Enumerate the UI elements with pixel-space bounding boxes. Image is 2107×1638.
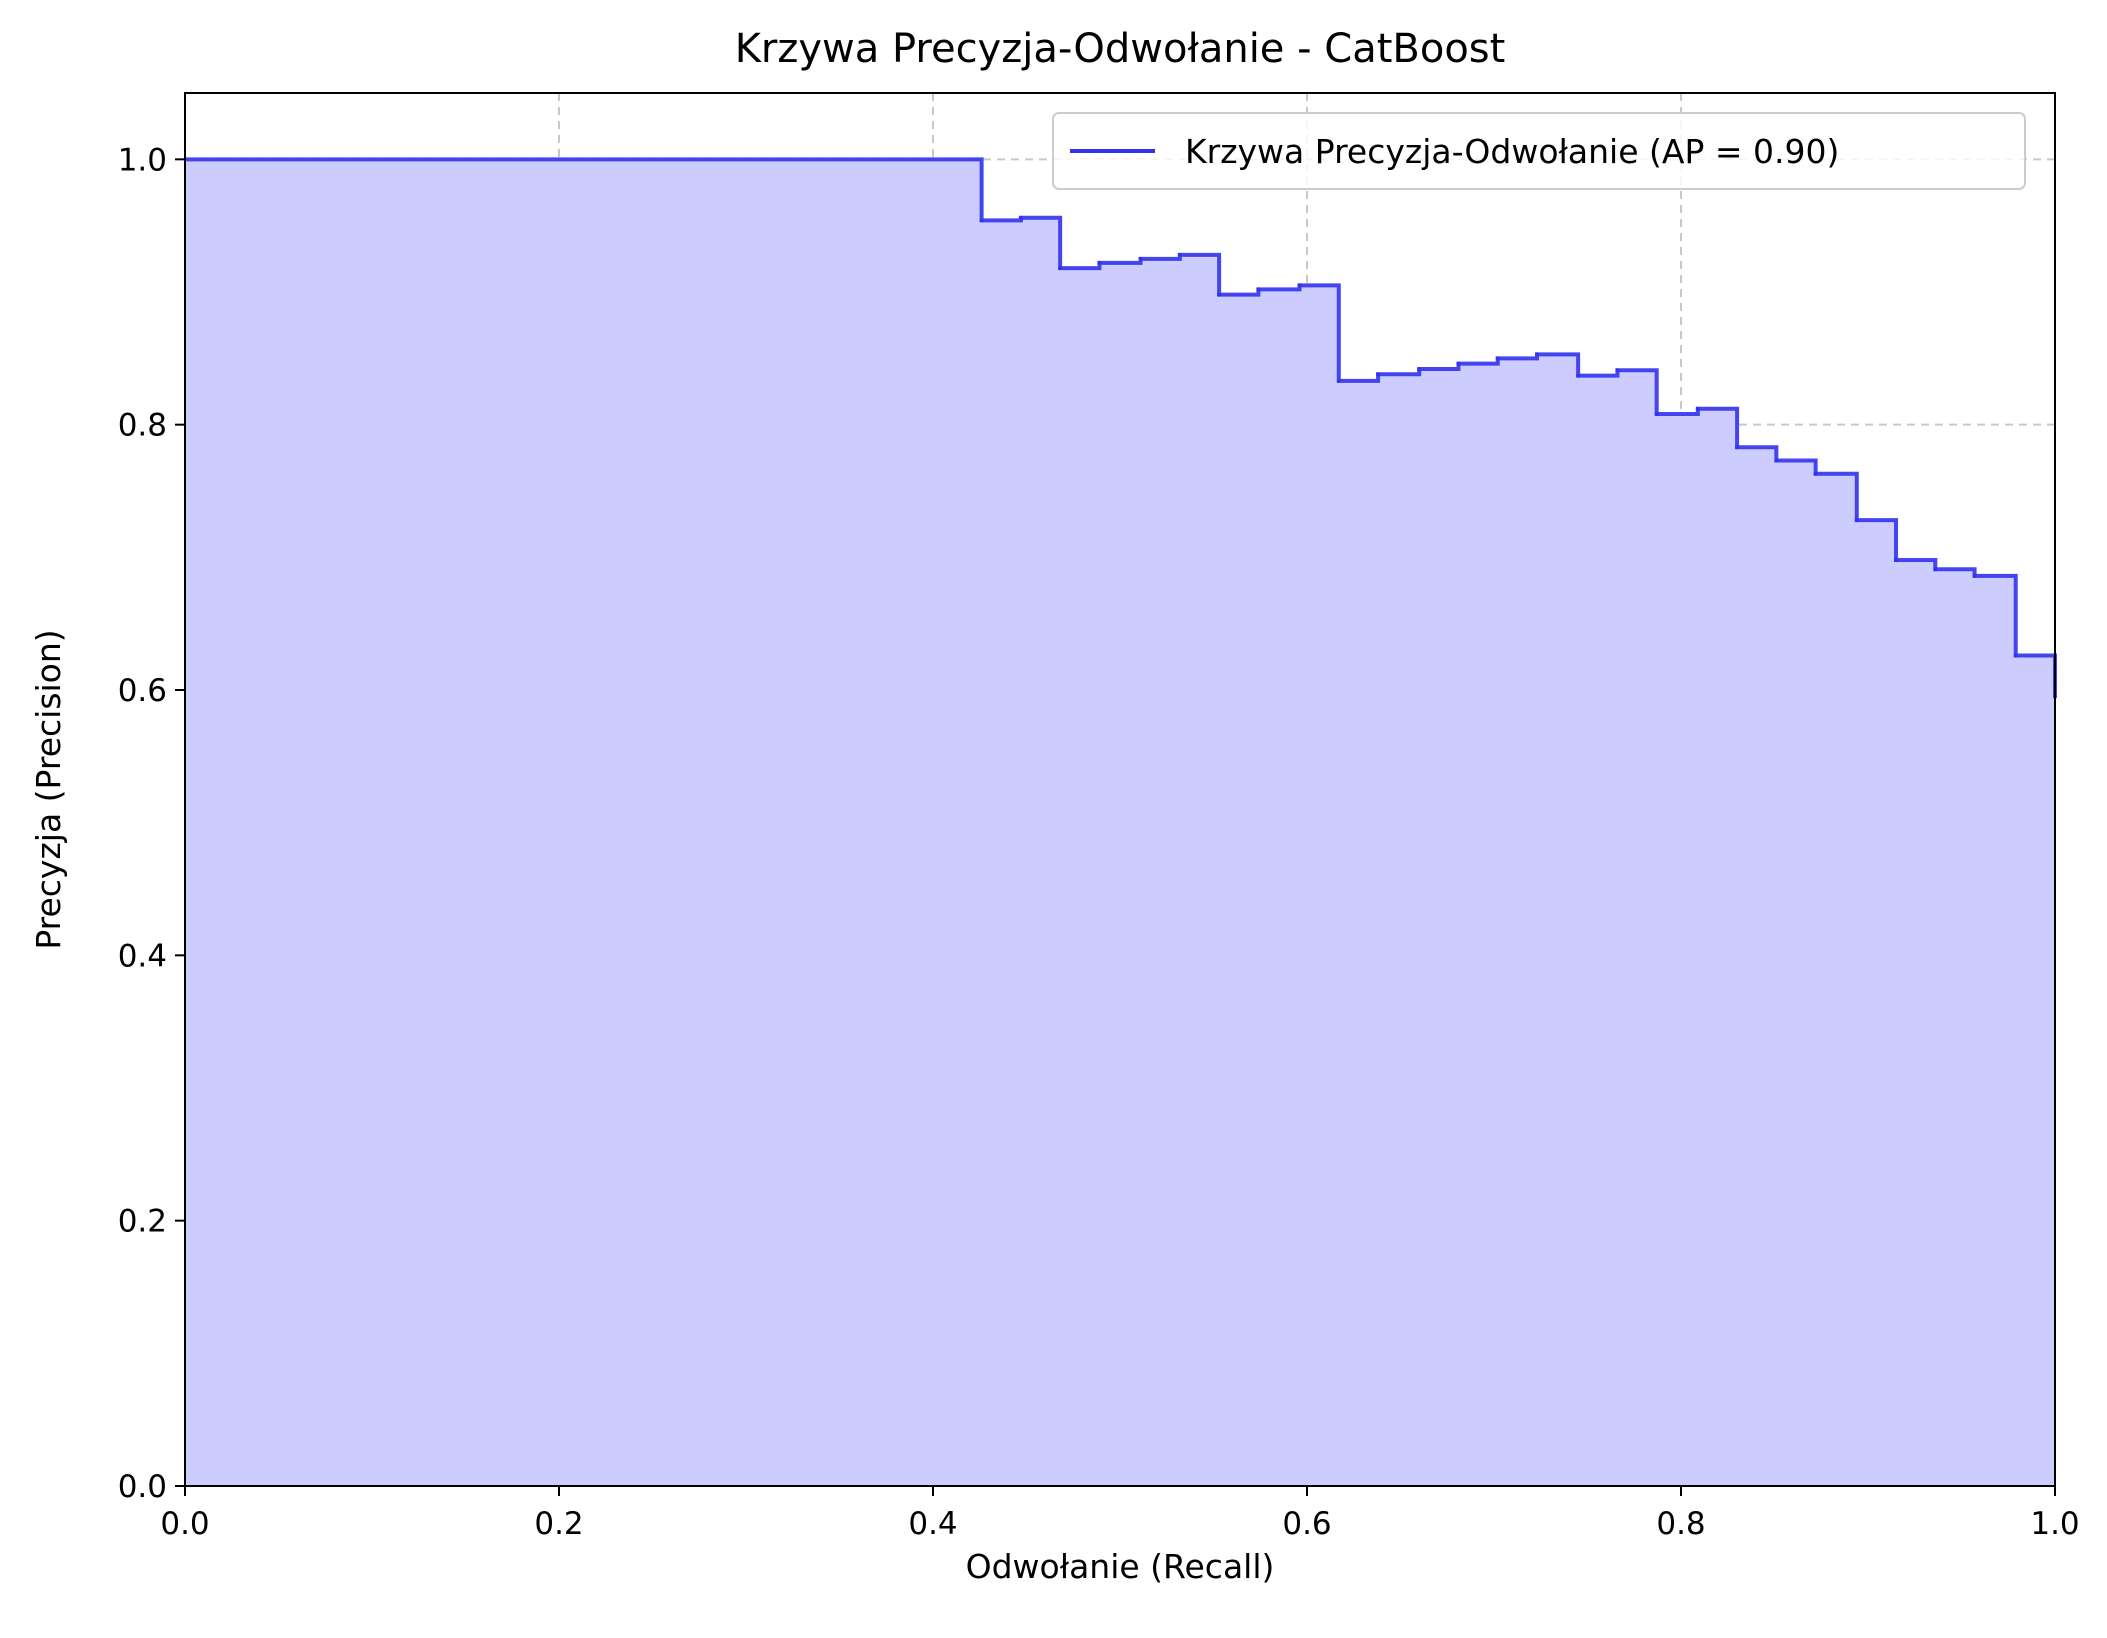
pr-point — [1456, 361, 1461, 366]
pr-point — [1576, 373, 1581, 378]
pr-point — [1894, 557, 1899, 562]
pr-point — [1138, 256, 1143, 261]
x-tick-label: 0.6 — [1282, 1506, 1331, 1542]
pr-point — [1058, 266, 1063, 271]
x-tick-label: 0.0 — [160, 1506, 209, 1542]
pr-point — [1376, 372, 1381, 377]
chart-title: Krzywa Precyzja-Odwołanie - CatBoost — [735, 26, 1506, 72]
x-axis-label: Odwołanie (Recall) — [966, 1547, 1275, 1586]
pr-point — [1735, 445, 1740, 450]
pr-point — [1535, 352, 1540, 357]
y-tick-label: 0.2 — [118, 1204, 167, 1240]
x-tick-label: 0.2 — [534, 1506, 583, 1542]
pr-point — [1854, 518, 1859, 523]
x-tick-label: 1.0 — [2030, 1506, 2079, 1542]
x-tick-label: 0.8 — [1656, 1506, 1705, 1542]
pr-point — [1654, 412, 1659, 417]
x-tick-label: 0.4 — [908, 1506, 957, 1542]
pr-point — [1177, 252, 1182, 257]
legend-box — [1052, 112, 2026, 190]
y-tick-label: 0.6 — [118, 673, 167, 709]
pr-point — [1417, 366, 1422, 371]
pr-point — [979, 218, 984, 223]
y-tick-label: 0.4 — [118, 938, 167, 974]
pr-point — [1018, 215, 1023, 220]
pr-point — [1495, 356, 1500, 361]
legend: Krzywa Precyzja-Odwołanie (AP = 0.90) — [1052, 112, 2026, 190]
pr-point — [1813, 471, 1818, 476]
pr-point — [1695, 406, 1700, 411]
tick-layer: 0.0 0.2 0.4 0.6 0.8 1.0 0.0 0.2 0.4 0.6 0.8 1.0 — [118, 142, 2080, 1542]
pr-point — [1774, 458, 1779, 463]
y-tick-label: 0.0 — [118, 1469, 167, 1505]
pr-point — [1256, 287, 1261, 292]
pr-point — [1336, 378, 1341, 383]
plot-frame — [184, 92, 2056, 1487]
pr-point — [1933, 567, 1938, 572]
y-tick-label: 1.0 — [118, 142, 167, 178]
pr-point — [1297, 283, 1302, 288]
pr-point — [1972, 573, 1977, 578]
y-axis-label: Precyzja (Precision) — [29, 629, 68, 949]
legend-label: Krzywa Precyzja-Odwołanie (AP = 0.90) — [1185, 132, 1839, 171]
y-tick-label: 0.8 — [118, 408, 167, 444]
pr-point — [1615, 368, 1620, 373]
pr-point — [1217, 292, 1222, 297]
pr-point — [2013, 653, 2018, 658]
pr-area-fill — [185, 159, 2055, 1486]
plot-layer — [185, 157, 2057, 1486]
pr-point — [1097, 260, 1102, 265]
